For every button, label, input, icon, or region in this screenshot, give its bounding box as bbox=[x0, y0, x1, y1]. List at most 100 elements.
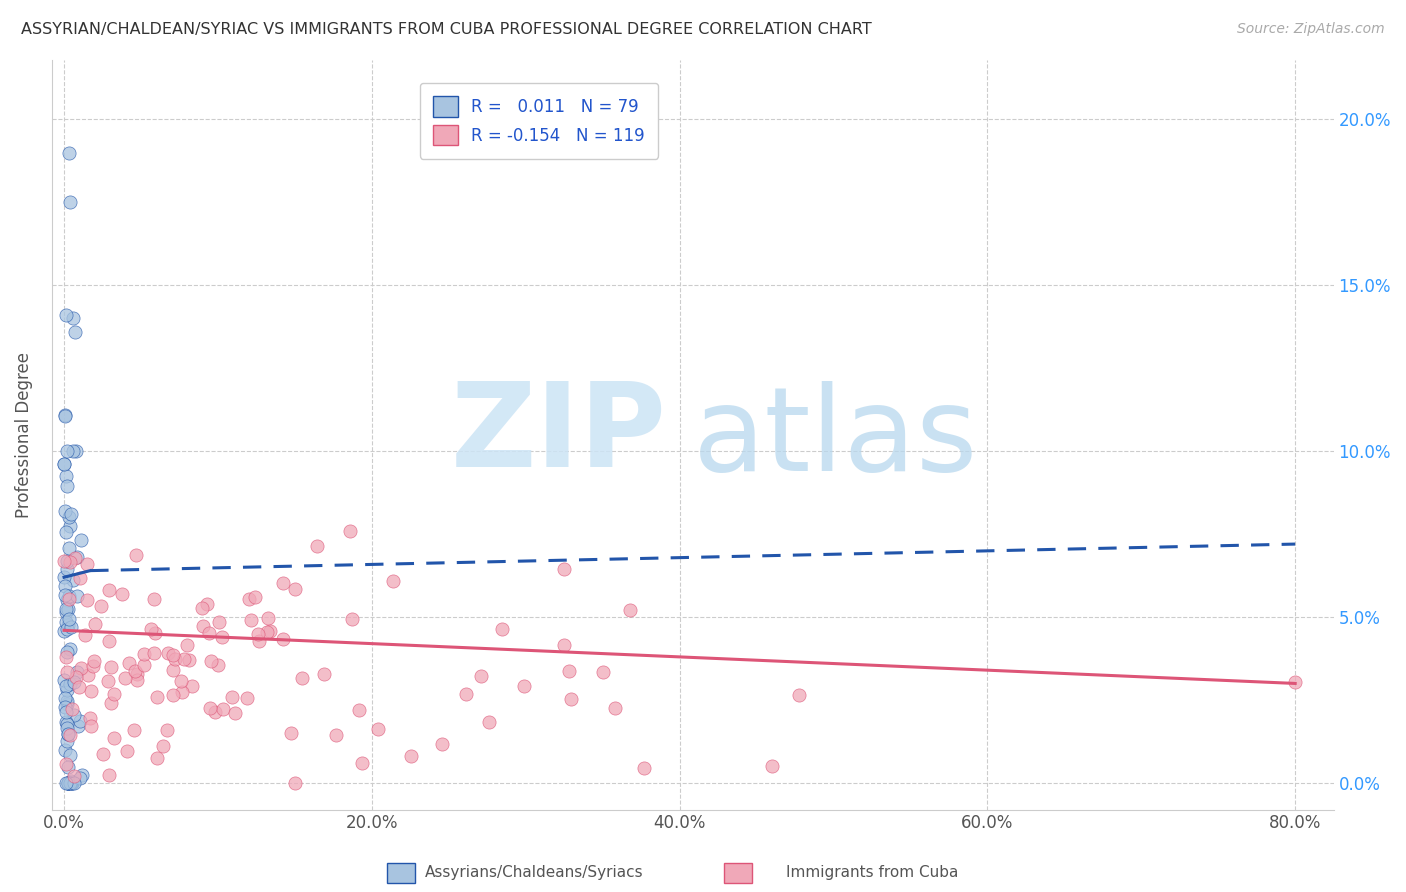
Point bbox=[76, 593, 98, 607]
Point bbox=[58, 541, 80, 555]
Point bbox=[56, 592, 79, 607]
Point bbox=[82, 659, 104, 673]
Point bbox=[430, 737, 453, 751]
Point bbox=[256, 625, 278, 640]
Point bbox=[56, 727, 79, 741]
Point bbox=[114, 671, 136, 685]
Point bbox=[66, 665, 89, 679]
Point bbox=[55, 308, 77, 322]
Point bbox=[558, 664, 581, 678]
Point bbox=[122, 723, 145, 738]
Point bbox=[352, 756, 374, 770]
Point bbox=[307, 539, 329, 553]
Point bbox=[259, 624, 281, 638]
Text: ASSYRIAN/CHALDEAN/SYRIAC VS IMMIGRANTS FROM CUBA PROFESSIONAL DEGREE CORRELATION: ASSYRIAN/CHALDEAN/SYRIAC VS IMMIGRANTS F… bbox=[21, 22, 872, 37]
Point bbox=[56, 602, 79, 616]
Point bbox=[125, 673, 148, 687]
Point bbox=[53, 504, 76, 518]
Point bbox=[65, 444, 87, 458]
Point bbox=[56, 618, 79, 632]
Point bbox=[67, 680, 90, 694]
Point bbox=[247, 626, 270, 640]
Point bbox=[291, 671, 314, 685]
Point bbox=[59, 728, 82, 742]
Point bbox=[53, 457, 76, 471]
Point bbox=[56, 776, 79, 790]
Point bbox=[619, 603, 641, 617]
Point bbox=[65, 551, 87, 566]
Point bbox=[59, 676, 82, 690]
Point bbox=[382, 574, 405, 588]
Point bbox=[53, 409, 76, 424]
Point bbox=[56, 776, 79, 790]
Point bbox=[207, 657, 229, 672]
Point bbox=[69, 714, 91, 728]
Point bbox=[470, 669, 492, 683]
Point bbox=[55, 605, 77, 619]
Point bbox=[66, 590, 89, 604]
Point bbox=[55, 562, 77, 576]
Point bbox=[70, 768, 93, 782]
Point bbox=[63, 708, 86, 723]
Point bbox=[76, 558, 98, 572]
Point bbox=[58, 612, 80, 626]
Point bbox=[1284, 675, 1306, 690]
Point bbox=[211, 702, 233, 716]
Point bbox=[208, 615, 231, 629]
Point bbox=[62, 574, 84, 588]
Point bbox=[62, 769, 84, 783]
Point bbox=[56, 554, 79, 568]
Point bbox=[56, 734, 79, 748]
Point bbox=[79, 719, 101, 733]
Point bbox=[53, 588, 76, 602]
Point bbox=[55, 679, 77, 693]
Point bbox=[69, 771, 91, 785]
Point bbox=[603, 701, 626, 715]
Point bbox=[56, 727, 79, 741]
Point bbox=[271, 575, 294, 590]
Point bbox=[58, 776, 80, 790]
Point bbox=[55, 716, 77, 731]
Point bbox=[156, 723, 179, 737]
Point bbox=[110, 587, 132, 601]
Point bbox=[56, 760, 79, 774]
Point bbox=[55, 650, 77, 665]
Point bbox=[53, 570, 76, 584]
Point bbox=[65, 670, 87, 684]
Point bbox=[221, 690, 243, 704]
Point bbox=[124, 665, 146, 679]
Point bbox=[55, 705, 77, 719]
Text: ZIP: ZIP bbox=[451, 377, 666, 492]
Point bbox=[100, 660, 122, 674]
Point bbox=[55, 694, 77, 708]
Point bbox=[162, 688, 184, 702]
Point bbox=[90, 599, 112, 613]
Point bbox=[211, 630, 233, 644]
Point bbox=[162, 664, 184, 678]
Point bbox=[553, 561, 575, 575]
Point bbox=[103, 687, 125, 701]
Point bbox=[63, 675, 86, 690]
Point bbox=[67, 719, 90, 733]
Point bbox=[204, 705, 226, 719]
Point bbox=[176, 638, 198, 652]
Point bbox=[170, 674, 193, 689]
Point bbox=[491, 623, 513, 637]
Point bbox=[53, 699, 76, 714]
Point bbox=[162, 648, 184, 662]
Point bbox=[117, 657, 139, 671]
Point bbox=[280, 726, 302, 740]
Y-axis label: Professional Degree: Professional Degree bbox=[15, 351, 32, 517]
Point bbox=[60, 702, 83, 716]
Point bbox=[53, 743, 76, 757]
Point bbox=[240, 613, 263, 627]
Point bbox=[236, 691, 259, 706]
Point bbox=[55, 469, 77, 483]
Point bbox=[55, 715, 77, 730]
Point bbox=[139, 622, 162, 636]
Point bbox=[58, 589, 80, 603]
Point bbox=[58, 145, 80, 160]
Point bbox=[173, 652, 195, 666]
Point bbox=[59, 747, 82, 762]
Point bbox=[592, 665, 614, 680]
